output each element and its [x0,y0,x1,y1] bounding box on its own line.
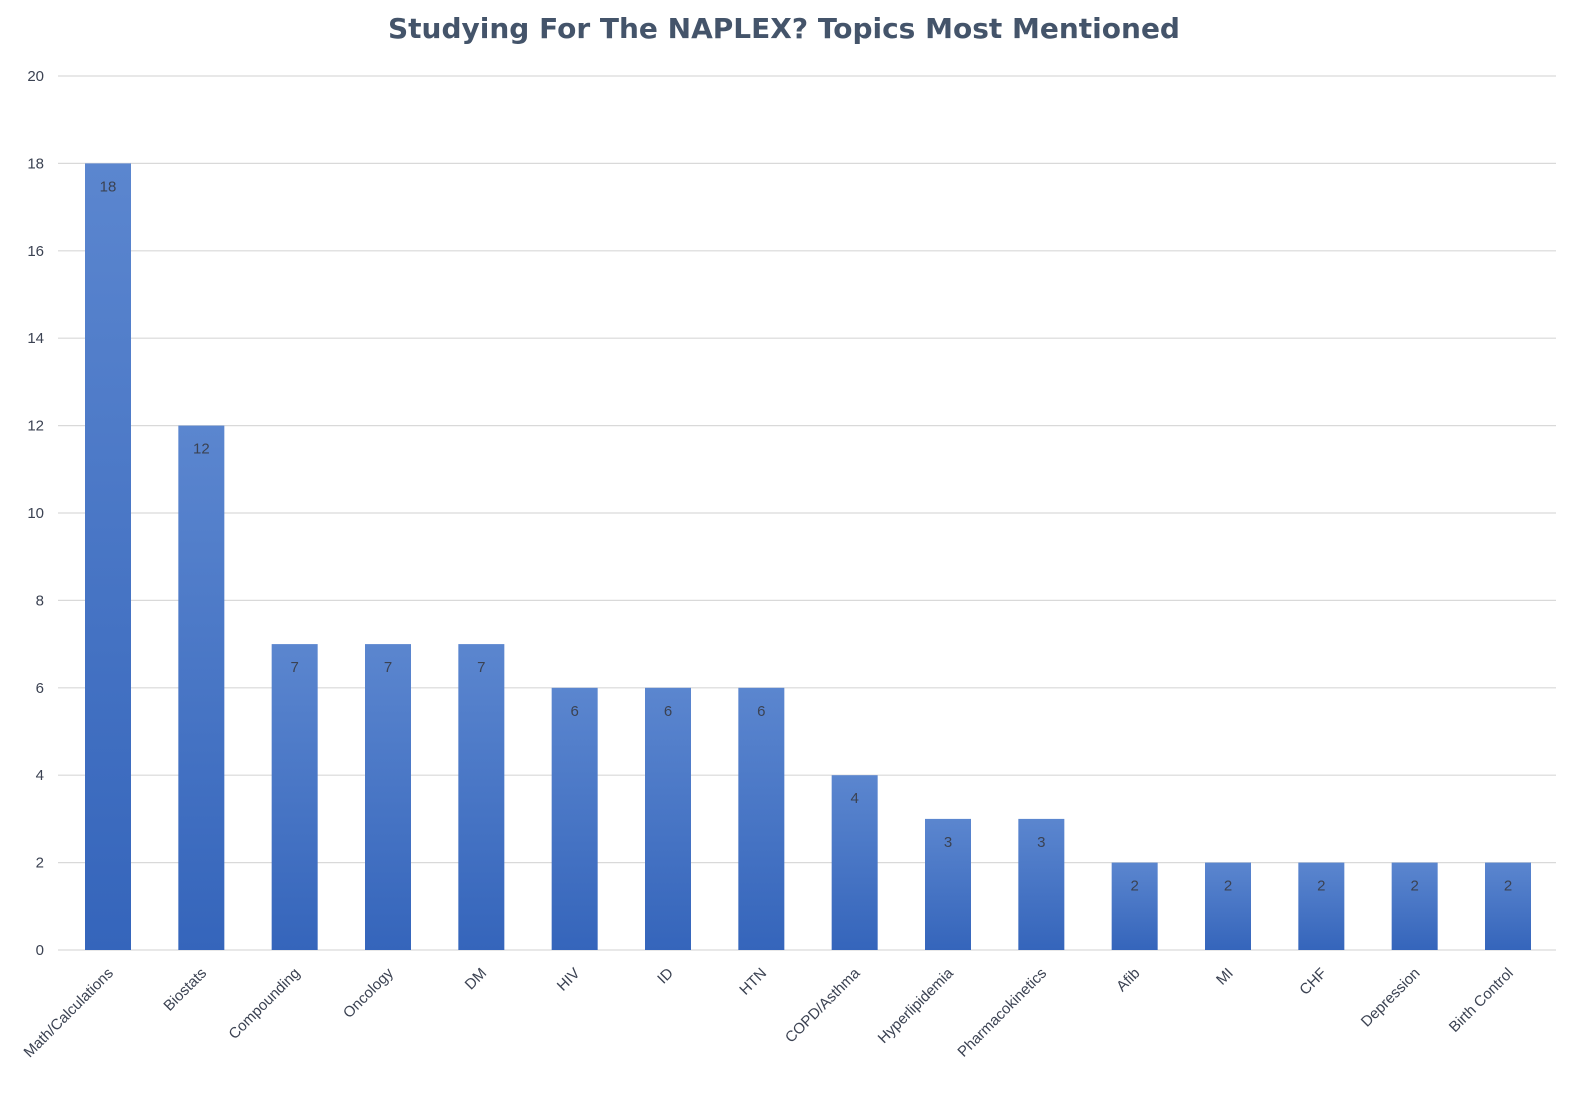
x-tick-label: CHF [1296,965,1330,999]
bar [365,644,411,950]
x-tick-label: COPD/Asthma [782,964,864,1046]
data-label: 2 [1504,878,1512,895]
y-tick-label: 0 [36,942,44,959]
bar [1205,862,1251,950]
y-tick-label: 10 [27,505,44,522]
data-label: 2 [1410,878,1418,895]
bar [1391,862,1438,950]
data-label: 2 [1224,878,1232,895]
bar [178,425,225,951]
data-label: 12 [193,441,210,458]
y-tick-label: 12 [27,418,44,435]
data-label: 7 [384,659,392,676]
y-tick-label: 6 [36,680,44,697]
x-tick-label: Depression [1358,965,1424,1031]
bar [551,687,598,950]
bar [1018,818,1065,950]
data-label: 7 [290,659,298,676]
y-tick-label: 2 [36,855,44,872]
data-label: 6 [664,703,672,720]
data-label: 2 [1130,878,1138,895]
bars [85,163,1531,951]
bar [85,163,131,950]
bar [645,687,691,950]
bar [1298,862,1345,950]
bar [271,644,318,950]
data-label: 6 [757,703,765,720]
y-tick-label: 4 [36,767,44,784]
y-tick-label: 20 [27,68,44,85]
bar [831,775,878,950]
data-label: 18 [100,178,117,195]
data-label: 4 [850,790,858,807]
y-tick-label: 14 [27,330,44,347]
y-tick-label: 8 [36,592,44,609]
x-tick-label: HTN [736,965,770,999]
x-axis: Math/Calculations Biostats Compounding Onco… [20,964,1516,1061]
x-tick-label: ID [654,965,677,988]
data-label: 7 [477,659,485,676]
x-tick-label: HIV [554,965,584,995]
x-tick-label: Biostats [160,965,210,1015]
x-tick-label: Birth Control [1446,965,1517,1036]
data-label: 6 [570,703,578,720]
data-label: 2 [1317,878,1325,895]
x-tick-label: Afib [1113,965,1143,995]
y-tick-label: 16 [27,243,44,260]
x-tick-label: Oncology [340,964,397,1021]
chart-title: Studying For The NAPLEX? Topics Most Men… [388,12,1180,45]
bar [1111,862,1158,950]
x-tick-label: MI [1213,965,1237,989]
data-label: 3 [944,834,952,851]
bar [1485,862,1531,950]
x-tick-label: Pharmacokinetics [954,965,1050,1061]
data-labels: 18 12 7 7 7 6 6 6 4 3 3 2 2 2 2 2 [100,178,1513,894]
x-tick-label: Compounding [225,965,303,1043]
bar [458,644,505,950]
bar [738,687,785,950]
x-tick-label: Math/Calculations [20,965,116,1061]
x-tick-label: Hyperlipidemia [875,964,958,1047]
y-tick-label: 18 [27,155,44,172]
x-tick-label: DM [462,965,491,994]
data-label: 3 [1037,834,1045,851]
bar [925,818,971,950]
y-axis: 0 2 4 6 8 10 12 14 16 18 20 [27,68,44,959]
